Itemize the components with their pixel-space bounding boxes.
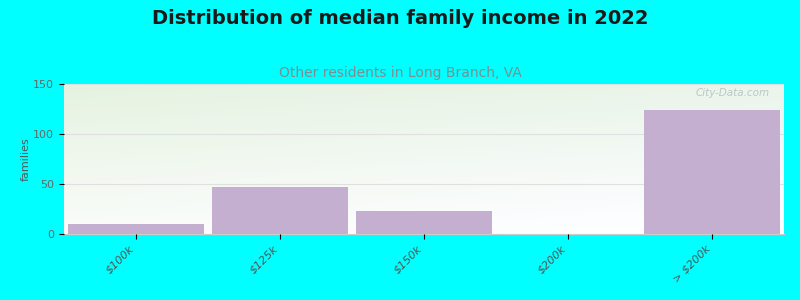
Y-axis label: families: families	[21, 137, 30, 181]
Bar	[356, 211, 492, 234]
Bar	[211, 187, 349, 234]
Text: City-Data.com: City-Data.com	[695, 88, 770, 98]
Bar	[67, 224, 204, 234]
Text: Distribution of median family income in 2022: Distribution of median family income in …	[152, 9, 648, 28]
Bar	[643, 110, 780, 234]
Text: Other residents in Long Branch, VA: Other residents in Long Branch, VA	[278, 66, 522, 80]
